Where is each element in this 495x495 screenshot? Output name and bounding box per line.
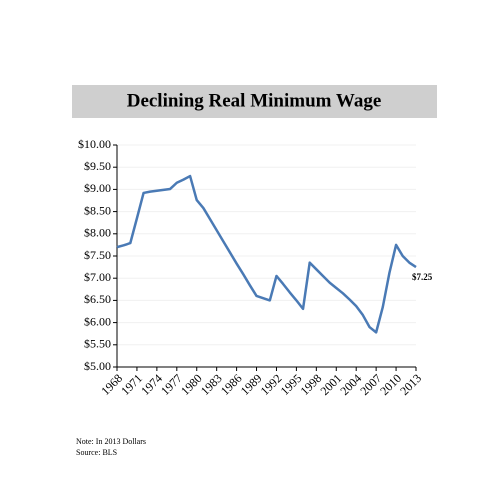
chart-title: Declining Real Minimum Wage [127, 90, 382, 111]
title-banner [72, 85, 437, 118]
y-tick-label: $8.50 [84, 203, 111, 217]
y-tick-label: $9.00 [84, 181, 111, 195]
source: Source: BLS [76, 448, 117, 457]
y-tick-label: $10.00 [78, 137, 111, 151]
y-tick-label: $7.50 [84, 248, 111, 262]
note: Note: In 2013 Dollars [76, 437, 146, 446]
y-tick-label: $6.50 [84, 292, 111, 306]
x-tick-label: 2013 [397, 371, 424, 398]
y-tick-label: $5.50 [84, 337, 111, 351]
y-tick-label: $6.00 [84, 314, 111, 328]
y-tick-label: $8.00 [84, 226, 111, 240]
line [116, 174, 417, 334]
annotation: $7.25 [412, 272, 433, 282]
y-tick-label: $7.00 [84, 270, 111, 284]
y-tick-label: $9.50 [84, 159, 111, 173]
y-tick-label: $5.00 [84, 359, 111, 373]
